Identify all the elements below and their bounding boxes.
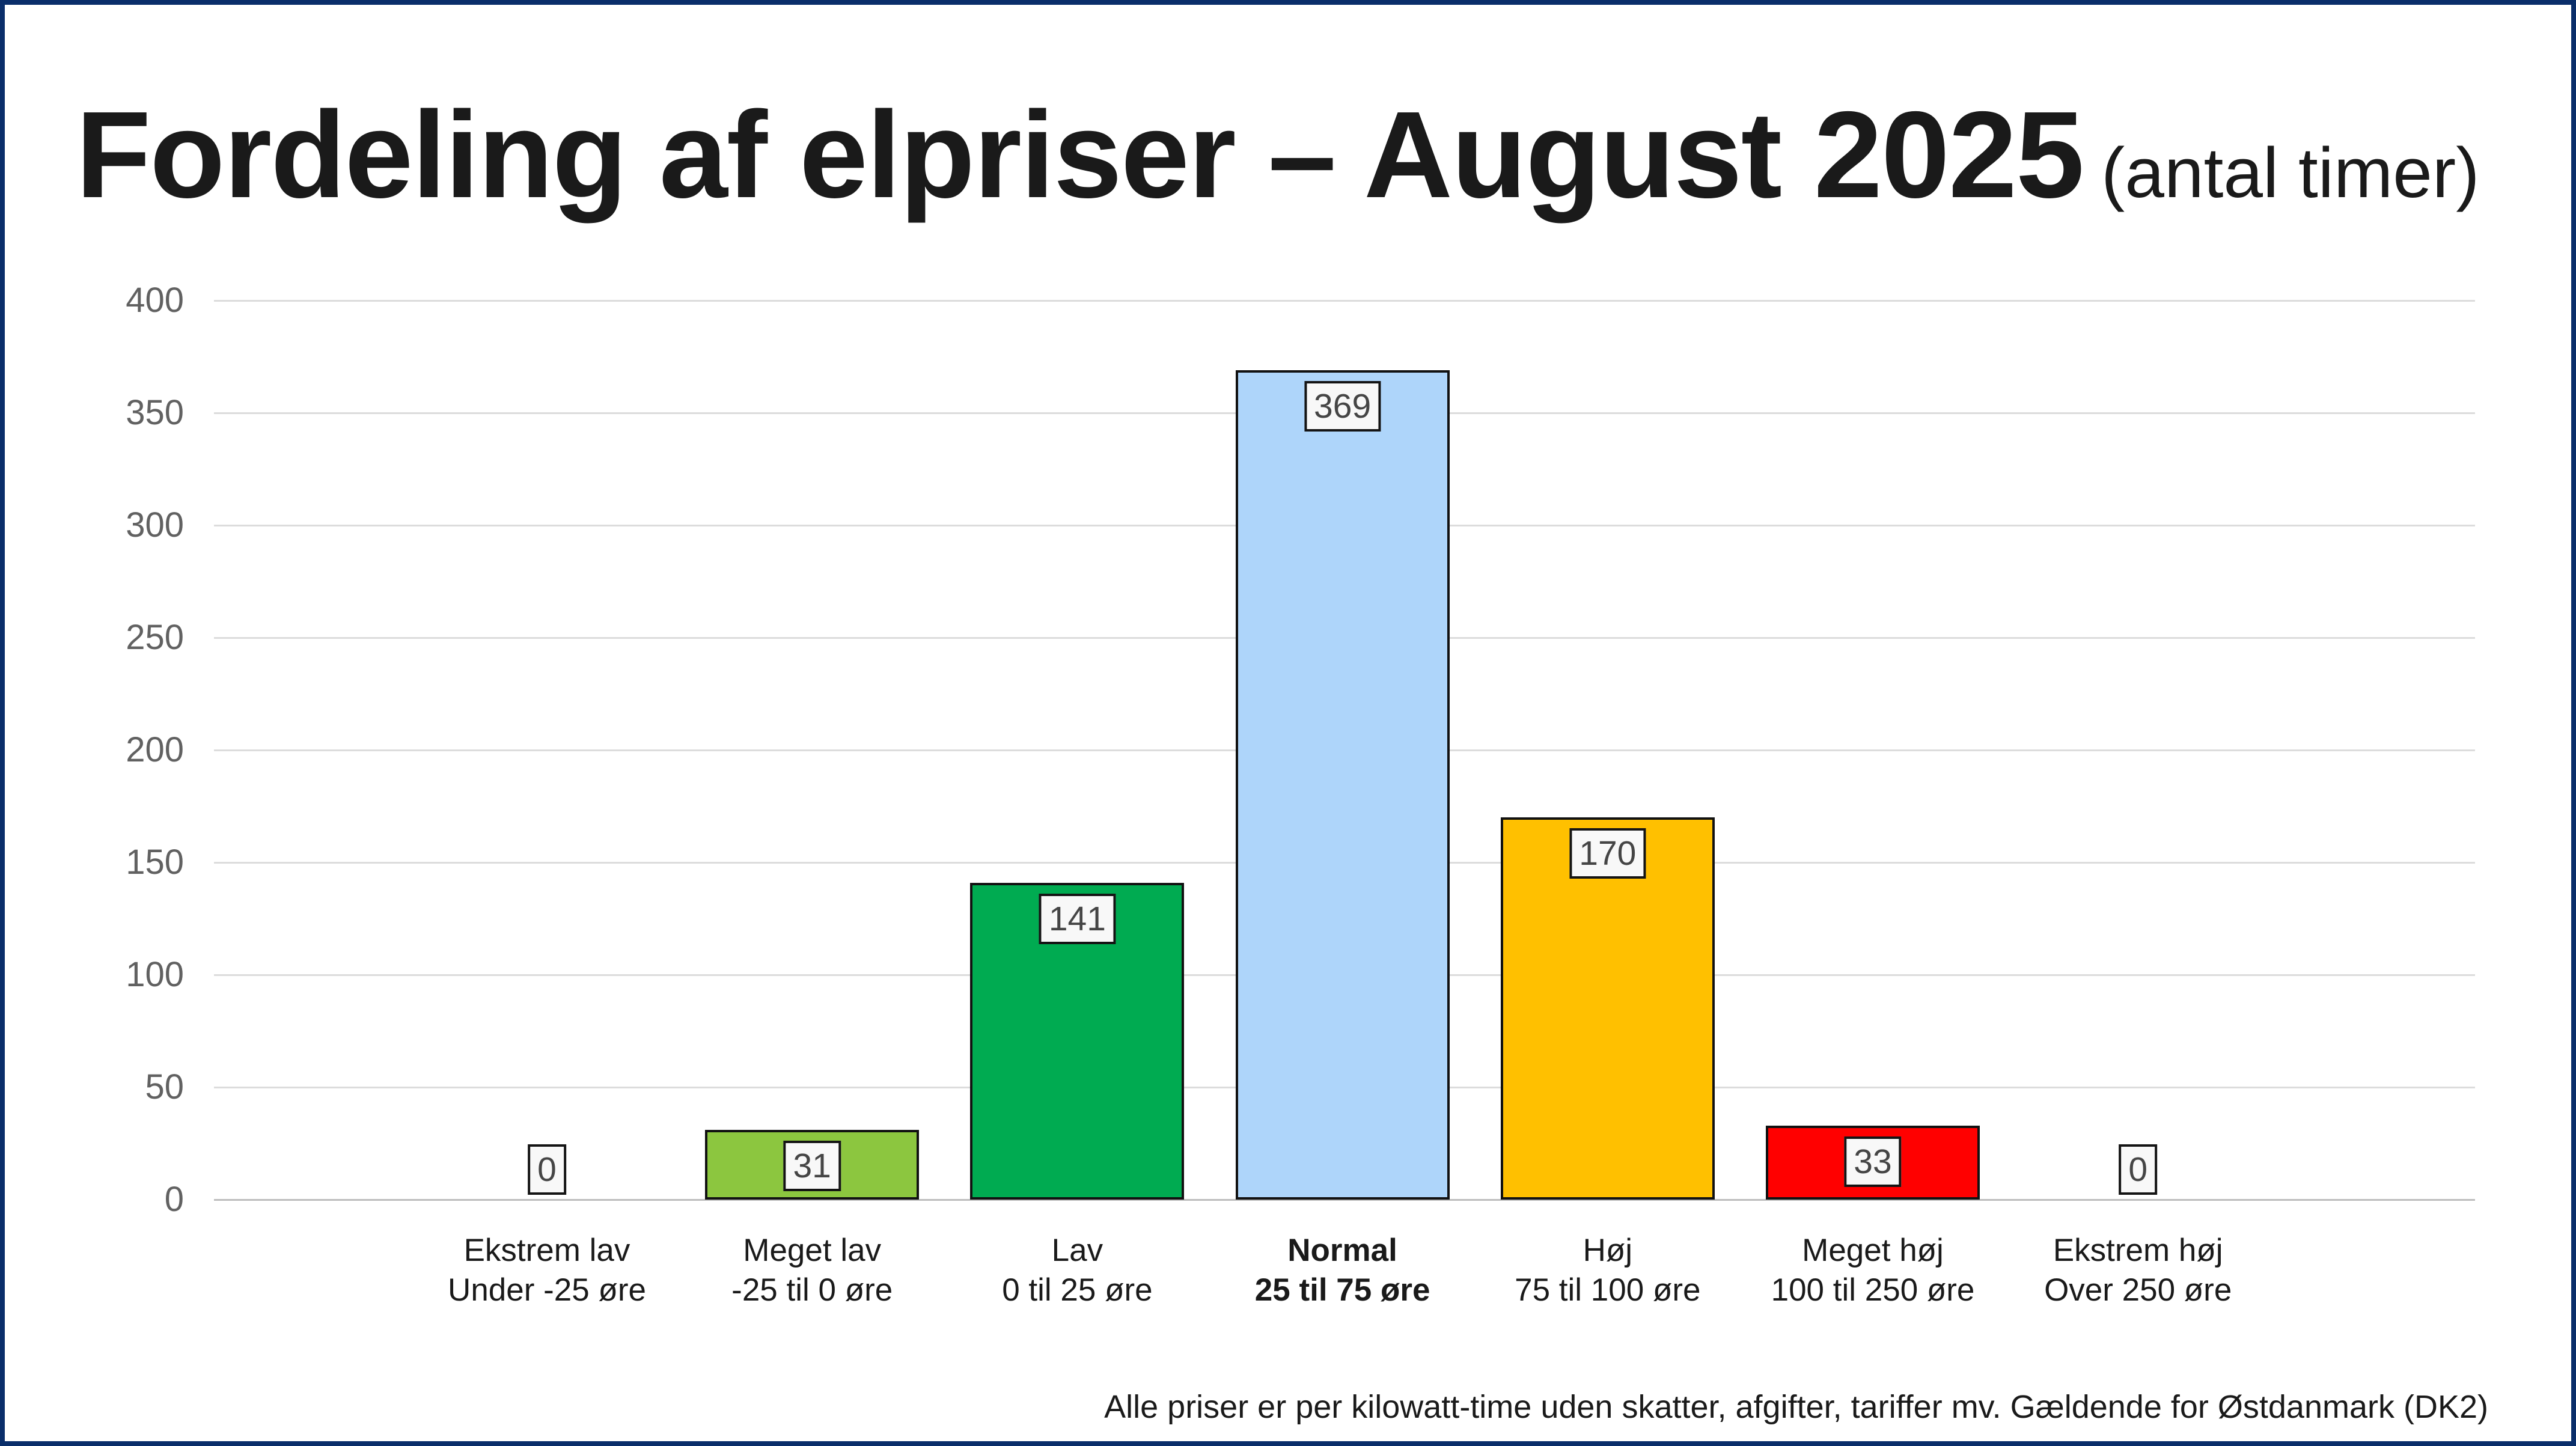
category-label-ekstrem-lav: Ekstrem lav Under -25 øre: [409, 1231, 685, 1310]
category-range: 0 til 25 øre: [1002, 1272, 1153, 1308]
y-tick-label-400: 400: [126, 281, 184, 320]
category-name: Ekstrem høj: [2053, 1233, 2223, 1268]
value-label-ekstrem-hoej: 0: [2119, 1144, 2158, 1195]
y-tick-label-350: 350: [126, 393, 184, 432]
value-label-lav: 141: [1039, 893, 1116, 944]
value-label-meget-lav: 31: [783, 1141, 841, 1192]
y-tick-label-50: 50: [145, 1067, 184, 1106]
category-label-normal: Normal 25 til 75 øre: [1204, 1231, 1481, 1310]
category-range: 75 til 100 øre: [1515, 1272, 1701, 1308]
chart-title: Fordeling af elpriser – August 2025 (anta…: [76, 86, 2480, 242]
category-label-lav: Lav 0 til 25 øre: [939, 1231, 1215, 1310]
chart-title-text: Fordeling af elpriser – August 2025: [76, 86, 2084, 224]
category-name: Meget lav: [743, 1233, 882, 1268]
value-label-hoej: 170: [1569, 828, 1646, 879]
category-name: Høj: [1583, 1233, 1633, 1268]
category-label-meget-lav: Meget lav -25 til 0 øre: [674, 1231, 950, 1310]
footnote: Alle priser er per kilowatt-time uden sk…: [1104, 1389, 2488, 1425]
y-tick-label-150: 150: [126, 843, 184, 882]
bar-lav: [970, 882, 1185, 1200]
y-tick-label-100: 100: [126, 955, 184, 994]
category-label-meget-hoej: Meget høj 100 til 250 øre: [1735, 1231, 2011, 1310]
category-name: Lav: [1051, 1233, 1103, 1268]
chart-subtitle: (antal timer): [2101, 133, 2480, 213]
value-label-normal: 369: [1304, 380, 1381, 432]
bar-hoej: [1500, 817, 1715, 1200]
gridline-0: [214, 1198, 2475, 1201]
category-label-ekstrem-hoej: Ekstrem høj Over 250 øre: [2000, 1231, 2276, 1310]
category-name: Normal: [1287, 1233, 1397, 1268]
category-range: 25 til 75 øre: [1254, 1272, 1430, 1308]
category-range: Over 250 øre: [2044, 1272, 2232, 1308]
category-name: Meget høj: [1802, 1233, 1944, 1268]
category-range: 100 til 250 øre: [1771, 1272, 1975, 1308]
y-tick-label-0: 0: [164, 1180, 184, 1219]
y-tick-label-250: 250: [126, 618, 184, 657]
category-label-hoej: Høj 75 til 100 øre: [1470, 1231, 1746, 1310]
value-label-meget-hoej: 33: [1844, 1136, 1902, 1187]
y-tick-label-200: 200: [126, 730, 184, 769]
y-tick-label-300: 300: [126, 505, 184, 545]
category-range: Under -25 øre: [448, 1272, 646, 1308]
category-name: Ekstrem lav: [463, 1233, 630, 1268]
category-range: -25 til 0 øre: [731, 1272, 893, 1308]
gridline-400: [214, 299, 2475, 302]
value-label-ekstrem-lav: 0: [528, 1144, 566, 1195]
bar-normal: [1235, 370, 1450, 1200]
